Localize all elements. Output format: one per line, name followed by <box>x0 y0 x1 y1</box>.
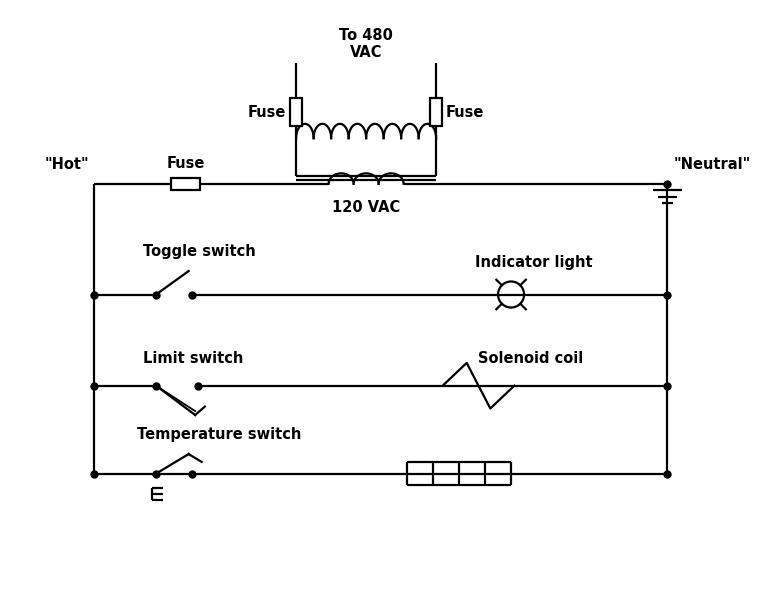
Bar <box>290 98 302 127</box>
Bar <box>430 98 442 127</box>
Text: 120 VAC: 120 VAC <box>332 200 400 215</box>
Text: Solenoid coil: Solenoid coil <box>478 351 583 366</box>
Text: Fuse: Fuse <box>248 105 286 120</box>
Text: Indicator light: Indicator light <box>475 255 593 270</box>
Text: "Hot": "Hot" <box>45 157 89 172</box>
Text: "Neutral": "Neutral" <box>674 157 751 172</box>
Text: Fuse: Fuse <box>446 105 485 120</box>
Text: To 480
VAC: To 480 VAC <box>339 28 393 60</box>
Text: Toggle switch: Toggle switch <box>143 244 256 259</box>
Text: Temperature switch: Temperature switch <box>137 428 301 442</box>
Text: Limit switch: Limit switch <box>143 351 243 366</box>
Bar <box>171 178 200 190</box>
Text: Fuse: Fuse <box>166 155 204 171</box>
